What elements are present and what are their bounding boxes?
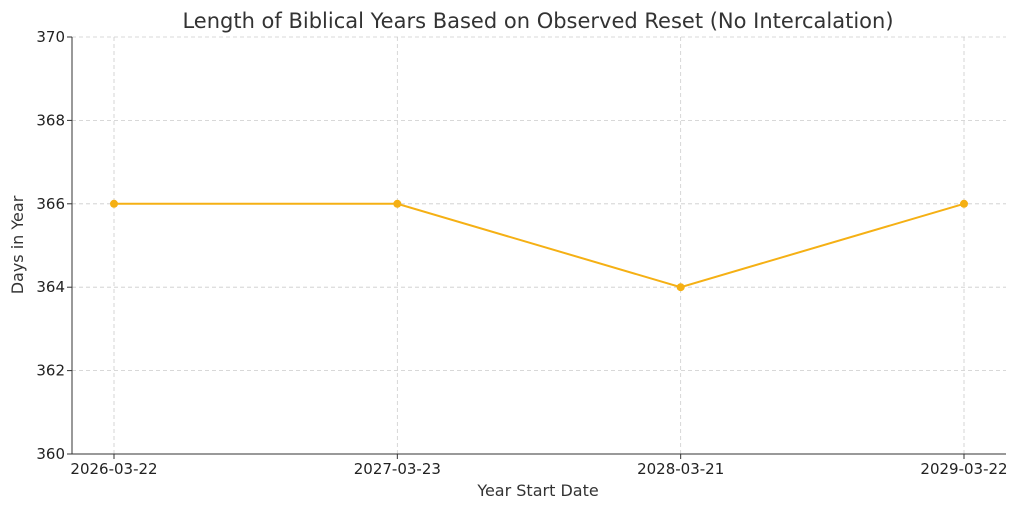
y-tick-label: 360 (36, 445, 65, 463)
data-point (676, 283, 685, 292)
y-tick-label: 362 (36, 362, 65, 380)
data-point (960, 199, 968, 208)
series-line (114, 202, 965, 289)
y-tick-label: 368 (36, 111, 65, 129)
data-point (393, 199, 402, 208)
axes (67, 36, 1006, 459)
tick-labels: 360 362 364 366 368 370 2026-03-22 2027-03-23 20… (36, 28, 1007, 478)
x-tick-label: 2026-03-22 (70, 460, 157, 478)
x-tick-label: 2029-03-22 (920, 460, 1007, 478)
y-tick-label: 364 (36, 278, 65, 296)
data-series (110, 199, 968, 292)
y-tick-label: 370 (36, 28, 65, 46)
x-tick-label: 2028-03-21 (637, 460, 724, 478)
x-axis-label: Year Start Date (476, 481, 598, 500)
chart-title: Length of Biblical Years Based on Observ… (182, 9, 893, 33)
y-tick-label: 366 (36, 195, 65, 213)
x-tick-label: 2027-03-23 (354, 460, 441, 478)
y-axis-label: Days in Year (8, 195, 27, 294)
data-point (110, 199, 118, 208)
